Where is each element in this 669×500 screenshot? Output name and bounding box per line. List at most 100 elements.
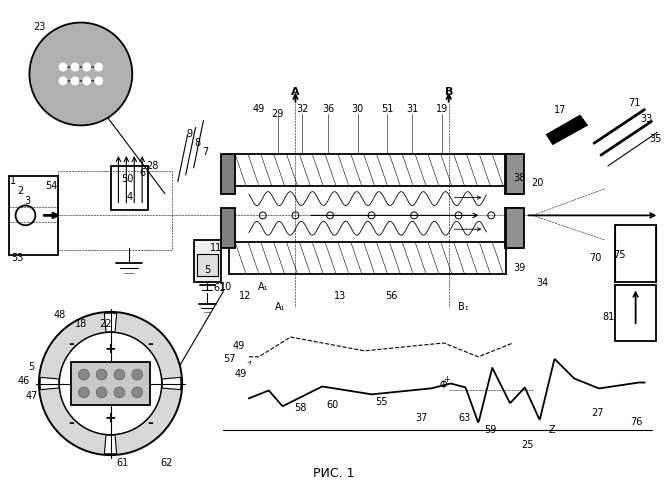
Text: 60: 60: [326, 400, 338, 410]
Text: 36: 36: [322, 104, 334, 114]
Text: -: -: [68, 416, 74, 430]
Text: 33: 33: [640, 114, 653, 124]
Text: Z: Z: [549, 425, 555, 435]
Circle shape: [96, 387, 107, 398]
Text: -: -: [147, 337, 153, 351]
Circle shape: [70, 62, 80, 72]
Bar: [221, 208, 235, 248]
Text: 38: 38: [514, 173, 526, 183]
Text: -: -: [68, 337, 74, 351]
Text: 1: 1: [9, 176, 15, 186]
Text: 35: 35: [649, 134, 662, 144]
Text: 49: 49: [235, 368, 247, 378]
Text: 50: 50: [121, 174, 134, 184]
Text: 5: 5: [204, 265, 211, 275]
Circle shape: [59, 62, 68, 72]
Text: 29: 29: [272, 108, 284, 118]
Text: 62: 62: [161, 458, 173, 468]
Text: +: +: [139, 376, 151, 390]
Circle shape: [94, 76, 103, 86]
Polygon shape: [115, 312, 181, 379]
Text: 4: 4: [126, 192, 132, 202]
Text: 32: 32: [296, 104, 308, 114]
Bar: [229, 154, 506, 186]
Text: 2: 2: [17, 186, 23, 196]
Text: 18: 18: [75, 319, 87, 329]
Text: 54: 54: [45, 180, 58, 190]
Bar: [9, 176, 58, 255]
Text: 37: 37: [415, 413, 427, 423]
Bar: [58, 171, 172, 250]
Text: -: -: [147, 416, 153, 430]
Text: 25: 25: [522, 440, 534, 450]
Text: 12: 12: [239, 292, 251, 302]
Text: 22: 22: [99, 319, 112, 329]
Text: 48: 48: [54, 310, 66, 320]
Text: 28: 28: [146, 161, 159, 171]
Text: 10: 10: [220, 282, 232, 292]
Bar: [506, 154, 524, 194]
Text: A₁: A₁: [258, 282, 268, 292]
Text: 11: 11: [210, 243, 223, 253]
Text: 13: 13: [334, 292, 346, 302]
Bar: [615, 284, 656, 341]
Bar: [193, 240, 221, 282]
Text: 5: 5: [28, 362, 35, 372]
Text: +: +: [70, 376, 82, 390]
Text: 75: 75: [613, 250, 626, 260]
Text: 8: 8: [195, 138, 201, 148]
Text: +: +: [105, 411, 116, 425]
Text: 71: 71: [628, 98, 641, 108]
Text: 59: 59: [484, 425, 496, 435]
Text: 31: 31: [406, 104, 418, 114]
Bar: [71, 362, 150, 406]
Text: 70: 70: [589, 253, 601, 263]
Text: 46: 46: [17, 376, 29, 386]
Circle shape: [82, 62, 91, 72]
Circle shape: [70, 76, 80, 86]
Text: РИС. 1: РИС. 1: [313, 467, 355, 480]
Bar: [615, 226, 656, 281]
Text: 19: 19: [436, 104, 448, 114]
Circle shape: [114, 369, 125, 380]
Text: 17: 17: [555, 104, 567, 115]
Text: 53: 53: [11, 253, 23, 263]
Circle shape: [96, 369, 107, 380]
Circle shape: [59, 76, 68, 86]
Text: 39: 39: [514, 263, 526, 273]
Text: 20: 20: [532, 178, 544, 188]
Text: A₁: A₁: [276, 302, 286, 312]
Polygon shape: [115, 388, 181, 454]
Text: 7: 7: [202, 147, 209, 157]
Text: 56: 56: [385, 292, 397, 302]
Text: 27: 27: [591, 408, 603, 418]
Text: 57: 57: [223, 354, 235, 364]
Text: 61: 61: [213, 282, 225, 292]
Text: +: +: [105, 342, 116, 356]
Text: 9: 9: [187, 130, 193, 140]
Bar: [197, 254, 218, 276]
Circle shape: [132, 369, 142, 380]
Circle shape: [78, 387, 89, 398]
Text: 47: 47: [25, 392, 37, 402]
Text: +: +: [444, 375, 450, 384]
Text: 81: 81: [603, 312, 615, 322]
Circle shape: [94, 62, 103, 72]
Polygon shape: [546, 114, 588, 145]
Text: A: A: [291, 87, 300, 97]
Text: 23: 23: [33, 22, 45, 32]
Text: 6: 6: [139, 168, 145, 178]
Text: 51: 51: [381, 104, 393, 114]
Circle shape: [29, 22, 132, 126]
Bar: [506, 208, 524, 248]
Text: 30: 30: [352, 104, 364, 114]
Text: Φ: Φ: [440, 380, 448, 390]
Circle shape: [78, 369, 89, 380]
Text: 49: 49: [233, 341, 246, 351]
Bar: [505, 154, 519, 194]
Polygon shape: [39, 312, 106, 379]
Text: B: B: [444, 87, 453, 97]
Text: 3: 3: [24, 196, 31, 205]
Text: 58: 58: [294, 403, 306, 413]
Circle shape: [114, 387, 125, 398]
